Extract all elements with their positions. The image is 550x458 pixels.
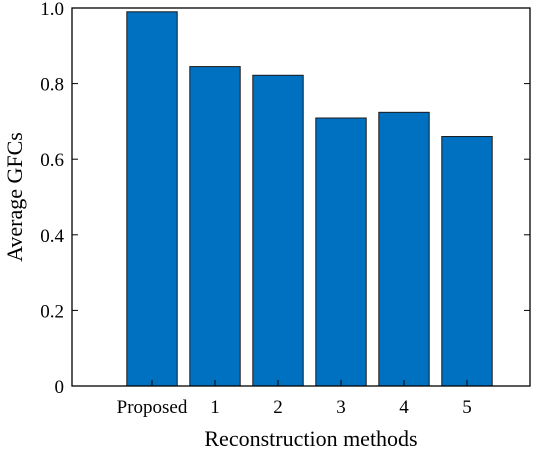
bar-proposed [126, 11, 178, 387]
bar-2 [252, 74, 304, 387]
bar-5 [441, 136, 493, 387]
x-axis-label: Reconstruction methods [204, 426, 417, 451]
plot-frame [71, 7, 531, 387]
y-tick-label: 0.8 [40, 75, 64, 96]
x-tick-label: 2 [273, 397, 283, 418]
bars-group [126, 11, 493, 387]
x-ticks-group: Proposed 1 2 3 4 5 [117, 380, 472, 418]
y-tick-label: 0.4 [40, 226, 64, 247]
bar-4 [378, 111, 430, 387]
x-tick-label: 4 [399, 397, 409, 418]
y-tick-label: 1.0 [40, 0, 64, 20]
x-tick-label: Proposed [117, 397, 188, 418]
y-ticks-group: 0 0.2 0.4 0.6 0.8 1.0 [40, 0, 530, 398]
bar-1 [189, 66, 241, 387]
x-tick-label: 1 [210, 397, 220, 418]
bar-3 [315, 117, 367, 387]
y-axis-label: Average GFCs [2, 132, 27, 262]
y-tick-label: 0 [55, 377, 65, 398]
x-tick-label: 5 [462, 397, 472, 418]
y-tick-label: 0.2 [40, 301, 64, 322]
x-tick-label: 3 [336, 397, 346, 418]
y-tick-label: 0.6 [40, 150, 64, 171]
